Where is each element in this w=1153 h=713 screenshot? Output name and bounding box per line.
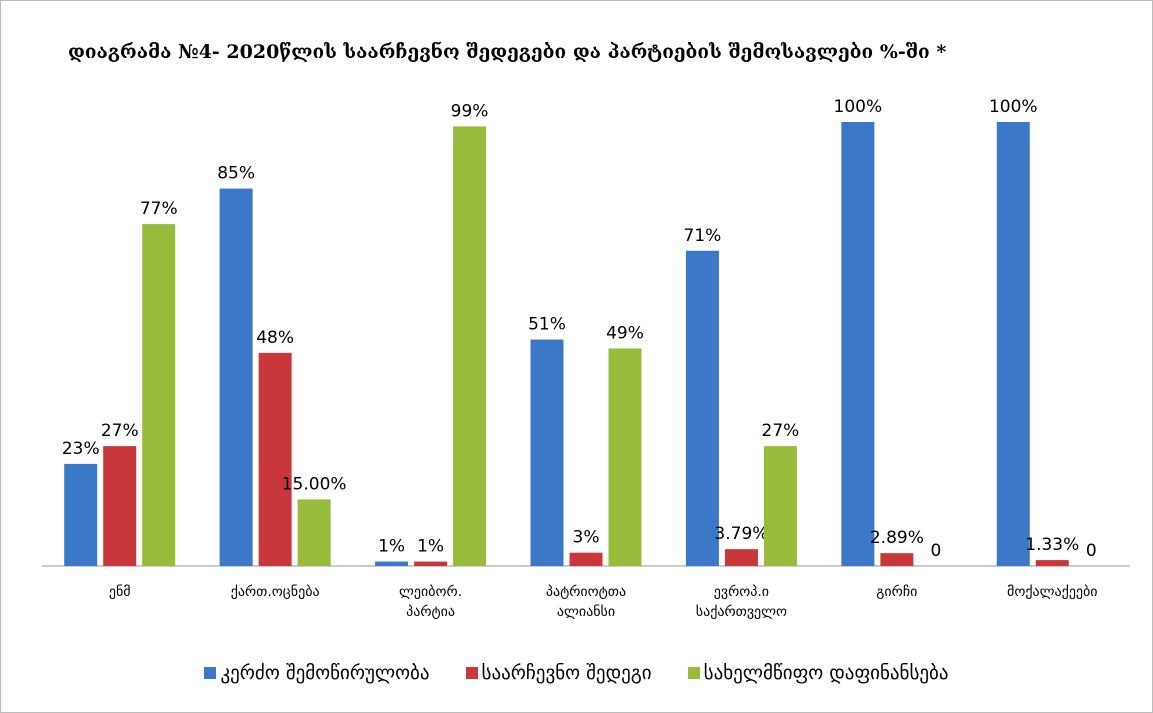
bar xyxy=(569,552,603,566)
x-tick-label: ლეიბორ. პარტია xyxy=(399,584,463,620)
legend-item: საარჩევნო შედეგი xyxy=(465,662,652,684)
legend-swatch xyxy=(687,667,700,679)
bar xyxy=(763,446,797,566)
bar xyxy=(841,122,875,566)
bar xyxy=(64,463,98,566)
value-label: 49% xyxy=(606,323,644,343)
bar xyxy=(608,348,642,566)
value-label: 15.00% xyxy=(282,474,347,494)
bar xyxy=(880,553,914,566)
value-label: 0 xyxy=(930,541,941,561)
bar xyxy=(685,250,719,566)
legend-label: სახელმწიფო დაფინანსება xyxy=(703,662,949,684)
x-tick-label: გირჩი xyxy=(876,584,918,600)
bar xyxy=(258,352,292,566)
bar xyxy=(996,122,1030,566)
value-label: 48% xyxy=(256,328,294,348)
bar xyxy=(453,126,487,566)
legend-swatch xyxy=(465,667,478,679)
bar xyxy=(142,224,176,566)
value-label: 71% xyxy=(684,226,722,246)
value-label: 23% xyxy=(62,439,100,459)
x-tick-label: პატრიოტთა ალიანსი xyxy=(545,584,627,620)
legend-item: კერძო შემოწირულობა xyxy=(204,662,430,684)
value-label: 1% xyxy=(378,537,405,557)
value-label: 100% xyxy=(989,97,1038,117)
value-label: 100% xyxy=(834,97,883,117)
x-tick-label: ქართ.ოცნება xyxy=(230,584,320,600)
value-label: 0 xyxy=(1086,541,1097,561)
bar xyxy=(297,499,331,566)
value-label: 3% xyxy=(573,528,600,548)
legend-swatch xyxy=(204,667,217,679)
bar xyxy=(724,549,758,566)
x-tick-label: მოქალაქეები xyxy=(1007,584,1098,600)
value-label: 1.33% xyxy=(1025,535,1079,555)
value-label: 85% xyxy=(217,164,255,184)
x-tick-label: ენმ xyxy=(108,584,131,600)
legend-label: კერძო შემოწირულობა xyxy=(220,662,430,684)
bar xyxy=(375,561,409,566)
legend: კერძო შემოწირულობა საარჩევნო შედეგი სახელმ… xyxy=(0,662,1153,684)
legend-label: საარჩევნო შედეგი xyxy=(481,662,652,684)
x-tick-label: ევროპ.ი საქართველო xyxy=(695,584,788,620)
legend-item: სახელმწიფო დაფინანსება xyxy=(687,662,949,684)
value-label: 77% xyxy=(140,199,178,219)
value-label: 27% xyxy=(101,421,139,441)
value-label: 27% xyxy=(762,421,800,441)
bar xyxy=(414,561,448,566)
bar xyxy=(219,188,253,566)
bar xyxy=(530,339,564,566)
value-label: 99% xyxy=(451,101,489,121)
bar xyxy=(1035,560,1069,566)
value-label: 1% xyxy=(417,537,444,557)
bar xyxy=(103,446,137,566)
value-label: 3.79% xyxy=(714,524,768,544)
chart-title: დიაგრამა №4- 2020წლის საარჩევნო შედეგები… xyxy=(68,40,946,63)
value-label: 51% xyxy=(528,315,566,335)
value-label: 2.89% xyxy=(870,528,924,548)
